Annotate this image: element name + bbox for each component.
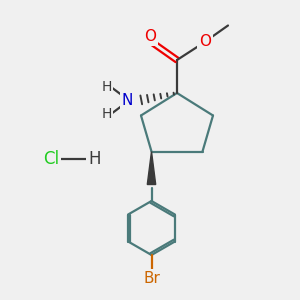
Text: Cl: Cl <box>43 150 59 168</box>
Text: Br: Br <box>143 271 160 286</box>
Text: H: H <box>88 150 101 168</box>
Text: N: N <box>122 93 133 108</box>
Text: O: O <box>144 29 156 44</box>
Text: H: H <box>101 80 112 94</box>
Text: O: O <box>199 34 211 49</box>
Text: H: H <box>101 107 112 121</box>
Polygon shape <box>147 152 156 184</box>
